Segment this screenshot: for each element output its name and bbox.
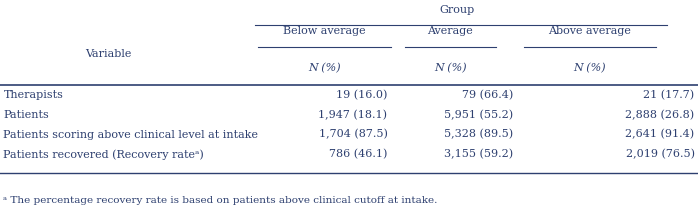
Text: 2,641 (91.4): 2,641 (91.4) — [625, 129, 695, 140]
Text: 2,888 (26.8): 2,888 (26.8) — [625, 110, 695, 120]
Text: 2,019 (76.5): 2,019 (76.5) — [625, 149, 695, 159]
Text: ᵃ The percentage recovery rate is based on patients above clinical cutoff at int: ᵃ The percentage recovery rate is based … — [3, 196, 438, 205]
Text: 21 (17.7): 21 (17.7) — [644, 90, 695, 100]
Text: Above average: Above average — [549, 26, 631, 36]
Text: 5,951 (55.2): 5,951 (55.2) — [444, 110, 513, 120]
Text: Variable: Variable — [85, 50, 131, 59]
Text: Patients: Patients — [3, 110, 50, 120]
Text: 1,704 (87.5): 1,704 (87.5) — [318, 129, 387, 140]
Text: 5,328 (89.5): 5,328 (89.5) — [444, 129, 513, 140]
Text: 1,947 (18.1): 1,947 (18.1) — [318, 110, 387, 120]
Text: Average: Average — [427, 26, 473, 36]
Text: Therapists: Therapists — [3, 90, 64, 100]
Text: Below average: Below average — [283, 26, 366, 36]
Text: 19 (16.0): 19 (16.0) — [336, 90, 387, 100]
Text: Patients scoring above clinical level at intake: Patients scoring above clinical level at… — [3, 130, 258, 140]
Text: 3,155 (59.2): 3,155 (59.2) — [444, 149, 513, 159]
Text: 79 (66.4): 79 (66.4) — [462, 90, 513, 100]
Text: 786 (46.1): 786 (46.1) — [329, 149, 387, 159]
Text: N (%): N (%) — [309, 63, 341, 74]
Text: Group: Group — [440, 6, 475, 15]
Text: Patients recovered (Recovery rateᵃ): Patients recovered (Recovery rateᵃ) — [3, 149, 205, 159]
Text: N (%): N (%) — [574, 63, 606, 74]
Text: N (%): N (%) — [434, 63, 466, 74]
